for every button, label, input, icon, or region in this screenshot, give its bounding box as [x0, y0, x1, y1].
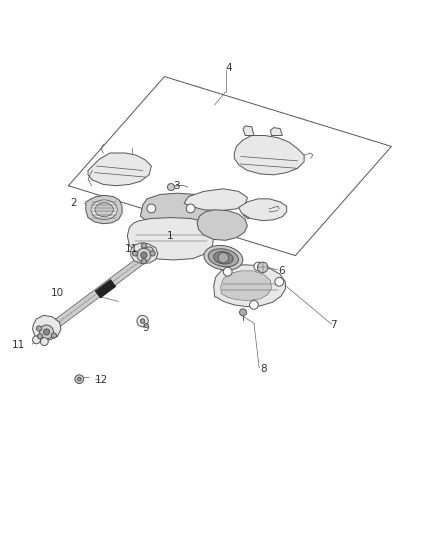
Text: 11: 11	[11, 340, 25, 350]
Text: 4: 4	[226, 63, 232, 73]
Polygon shape	[271, 128, 283, 135]
Polygon shape	[88, 153, 151, 185]
Circle shape	[40, 338, 48, 345]
Circle shape	[133, 251, 138, 256]
Circle shape	[141, 243, 147, 248]
Polygon shape	[32, 316, 61, 340]
Polygon shape	[243, 206, 271, 219]
Circle shape	[147, 204, 155, 213]
Circle shape	[141, 319, 145, 323]
Circle shape	[43, 329, 49, 335]
Text: 11: 11	[125, 244, 138, 254]
Text: 12: 12	[95, 375, 108, 385]
Circle shape	[150, 251, 155, 256]
Circle shape	[250, 301, 258, 309]
Text: 7: 7	[330, 320, 337, 330]
Circle shape	[240, 309, 247, 316]
Circle shape	[258, 262, 268, 272]
Text: 2: 2	[71, 198, 77, 208]
Polygon shape	[239, 199, 287, 221]
Polygon shape	[234, 135, 304, 175]
Circle shape	[32, 336, 40, 344]
Polygon shape	[197, 210, 247, 240]
Text: 3: 3	[173, 181, 180, 191]
Circle shape	[275, 277, 284, 286]
Circle shape	[218, 253, 229, 263]
Polygon shape	[42, 254, 148, 336]
Text: 1: 1	[166, 231, 173, 241]
Polygon shape	[184, 189, 247, 211]
Circle shape	[78, 377, 81, 381]
Ellipse shape	[214, 252, 233, 264]
Polygon shape	[95, 279, 116, 298]
Circle shape	[223, 268, 232, 276]
Circle shape	[145, 247, 153, 256]
Polygon shape	[127, 217, 214, 260]
Ellipse shape	[204, 246, 243, 270]
Circle shape	[39, 325, 53, 339]
Text: 9: 9	[143, 322, 149, 333]
Circle shape	[137, 248, 151, 262]
Circle shape	[167, 183, 174, 190]
Ellipse shape	[91, 200, 117, 220]
Circle shape	[141, 252, 147, 258]
Circle shape	[75, 375, 84, 384]
Ellipse shape	[95, 203, 113, 217]
Polygon shape	[243, 126, 254, 135]
Circle shape	[254, 262, 263, 271]
Ellipse shape	[208, 249, 239, 267]
Circle shape	[137, 316, 148, 327]
Circle shape	[51, 333, 57, 338]
Text: 8: 8	[261, 364, 267, 374]
Circle shape	[141, 259, 147, 264]
Polygon shape	[214, 265, 286, 306]
Polygon shape	[221, 271, 272, 301]
Polygon shape	[141, 193, 210, 224]
Circle shape	[36, 326, 42, 331]
Polygon shape	[131, 243, 158, 263]
Circle shape	[186, 204, 195, 213]
Circle shape	[37, 334, 42, 339]
Text: 6: 6	[278, 266, 285, 276]
Polygon shape	[86, 195, 122, 224]
Text: 10: 10	[51, 288, 64, 298]
